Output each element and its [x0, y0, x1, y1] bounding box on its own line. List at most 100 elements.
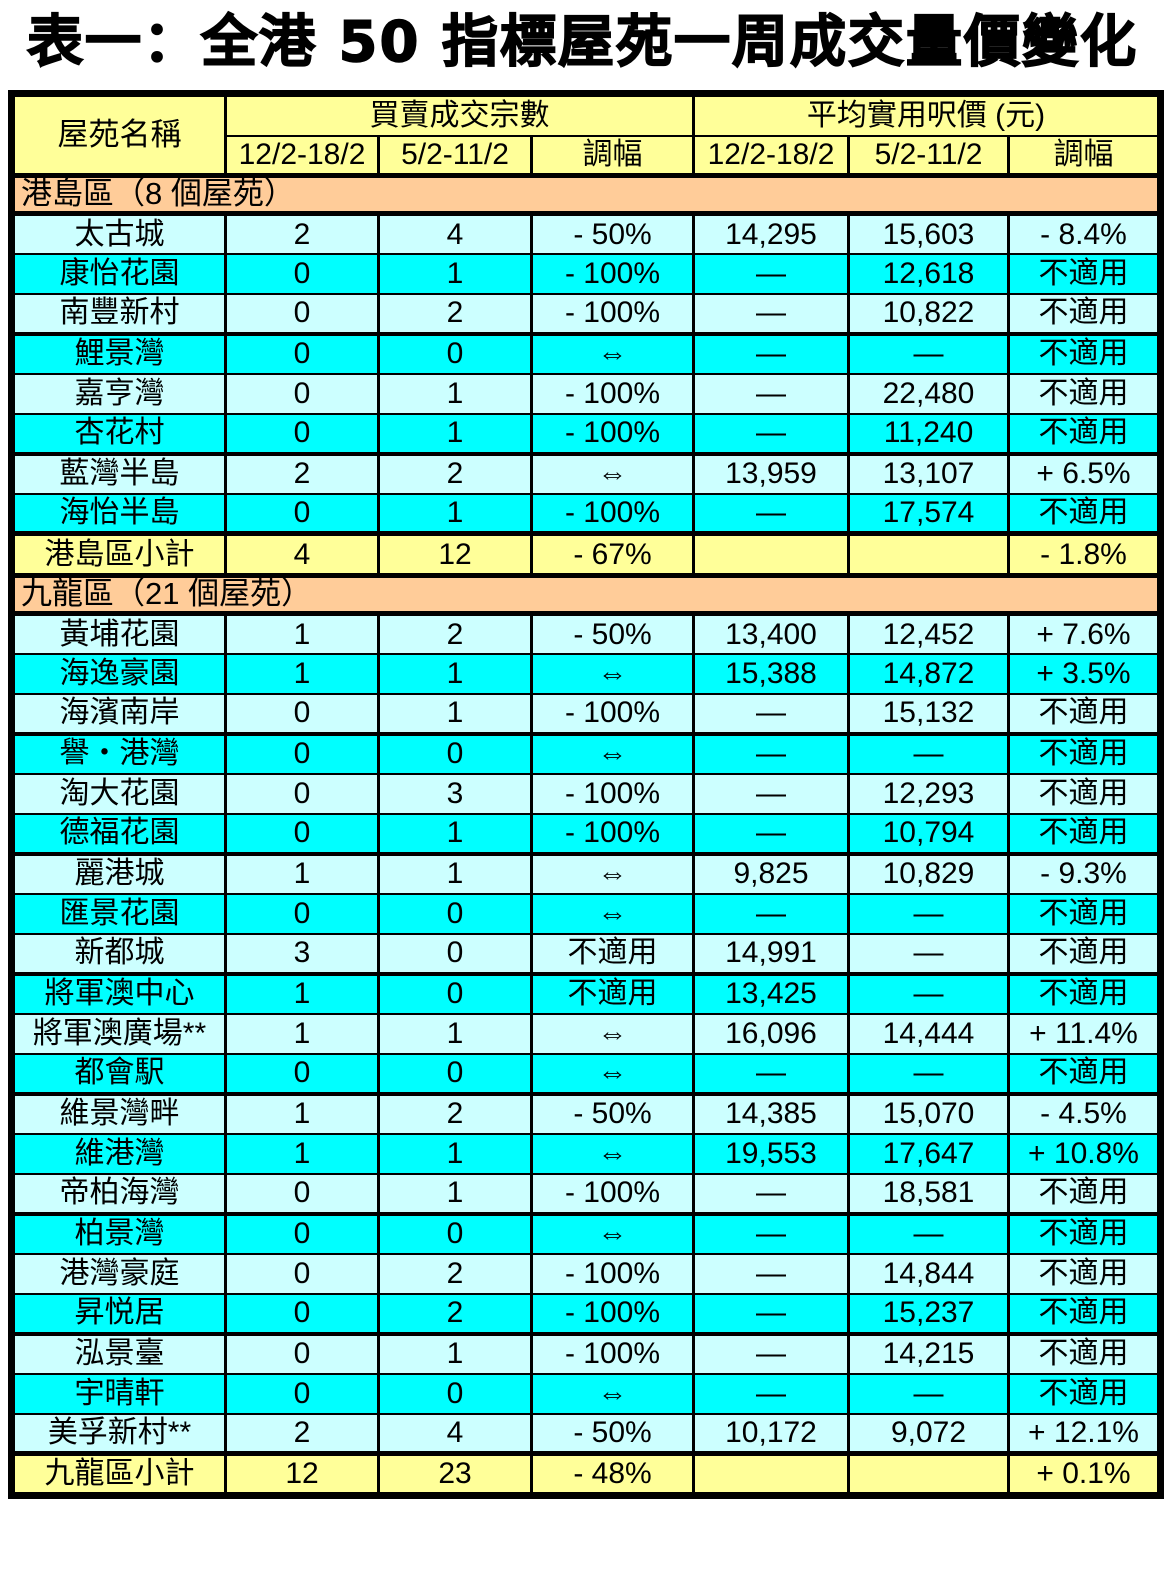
col-header-tx-change: 調幅 [530, 134, 695, 177]
estate-row: 德福花園 0 1- 100% —10,794 不適用 [10, 812, 1162, 855]
cell-tx-previous: 0 [377, 971, 533, 1015]
col-header-price-period-current: 12/2-18/2 [692, 134, 850, 177]
cell-price-change: 不適用 [1007, 1211, 1162, 1255]
estate-name-cell: 將軍澳中心 [10, 971, 227, 1015]
estate-name-cell: 維港灣 [10, 1132, 227, 1175]
cell-tx-change: ⇔ [530, 851, 695, 895]
section-label: 九龍區（21 個屋苑） [10, 573, 1162, 616]
cell-price-previous: 14,844 [847, 1252, 1010, 1295]
cell-tx-previous: 0 [377, 1052, 533, 1095]
cell-tx-previous: 0 [377, 331, 533, 375]
cell-tx-change: ⇔ [530, 1012, 695, 1055]
cell-price-change: 不適用 [1007, 1372, 1162, 1415]
estate-name-cell: 昇悦居 [10, 1292, 227, 1335]
estate-name-cell: 將軍澳廣場** [10, 1012, 227, 1055]
estate-row: 宇晴軒 0 0 ⇔ — — 不適用 [10, 1372, 1162, 1415]
subtotal-label: 港島區小計 [10, 531, 227, 578]
estate-row: 藍灣半島 2 2 ⇔ 13,959 13,107 + 6.5% [10, 451, 1162, 495]
cell-subtotal-price-change: + 0.1% [1007, 1451, 1162, 1498]
table-header: 屋苑名稱 買賣成交宗數 平均實用呎價 (元) 12/2-18/2 5/2-11/… [10, 92, 1162, 177]
cell-tx-change: - 100% [530, 252, 695, 295]
cell-tx-current: 1 [224, 612, 380, 655]
estate-name-cell: 藍灣半島 [10, 451, 227, 495]
cell-tx-current: 1 [224, 1132, 380, 1175]
header-period-row: 12/2-18/2 5/2-11/2 調幅 12/2-18/2 5/2-11/2… [12, 134, 1162, 177]
cell-tx-change: - 100% [530, 1172, 695, 1215]
cell-tx-current: 1 [224, 851, 380, 895]
cell-subtotal-price-current [692, 531, 850, 578]
cell-price-previous: 14,872 [847, 652, 1010, 695]
estate-row: 淘大花園 0 3- 100% —12,293 不適用 [10, 772, 1162, 815]
cell-price-previous: — [847, 971, 1010, 1015]
estate-name-cell: 海怡半島 [10, 492, 227, 535]
cell-tx-change: ⇔ [530, 731, 695, 775]
cell-price-previous: — [847, 1372, 1010, 1415]
estate-row: 黃埔花園 1 2- 50% 13,400 12,452 + 7.6% [10, 612, 1162, 655]
cell-price-previous: 10,794 [847, 812, 1010, 855]
cell-tx-change: - 50% [530, 1091, 695, 1135]
estate-row: 新都城 3 0 不適用 14,991— 不適用 [10, 932, 1162, 975]
cell-price-current: — [692, 1292, 850, 1335]
estate-row: 海濱南岸 0 1- 100% —15,132 不適用 [10, 692, 1162, 735]
estate-name-cell: 港灣豪庭 [10, 1252, 227, 1295]
cell-price-current: — [692, 892, 850, 935]
cell-price-current: — [692, 812, 850, 855]
cell-tx-change: - 100% [530, 412, 695, 455]
cell-price-change: 不適用 [1007, 812, 1162, 855]
cell-price-previous: — [847, 1052, 1010, 1095]
cell-tx-previous: 0 [377, 932, 533, 975]
cell-tx-previous: 1 [377, 1012, 533, 1055]
cell-tx-change: - 100% [530, 692, 695, 735]
cell-price-previous: 15,237 [847, 1292, 1010, 1335]
cell-price-previous: 12,452 [847, 612, 1010, 655]
cell-tx-previous: 1 [377, 252, 533, 295]
cell-tx-previous: 2 [377, 451, 533, 495]
cell-subtotal-tx-change: - 48% [530, 1451, 695, 1498]
cell-price-previous: 17,647 [847, 1132, 1010, 1175]
cell-price-change: 不適用 [1007, 1292, 1162, 1335]
estate-row: 海逸豪園 1 1 ⇔ 15,388 14,872 + 3.5% [10, 652, 1162, 695]
cell-tx-change: - 100% [530, 772, 695, 815]
cell-price-previous: 17,574 [847, 492, 1010, 535]
cell-tx-previous: 1 [377, 492, 533, 535]
cell-tx-previous: 4 [377, 212, 533, 255]
cell-price-current: — [692, 372, 850, 415]
section-header-row-1: 九龍區（21 個屋苑） [10, 573, 1162, 616]
cell-tx-current: 0 [224, 1211, 380, 1255]
estate-row: 將軍澳廣場** 1 1 ⇔ 16,096 14,444 + 11.4% [10, 1012, 1162, 1055]
estate-row: 海怡半島 0 1- 100% —17,574 不適用 [10, 492, 1162, 535]
cell-price-previous: — [847, 932, 1010, 975]
cell-price-current: 13,400 [692, 612, 850, 655]
cell-tx-change: - 50% [530, 212, 695, 255]
cell-subtotal-price-previous [847, 1451, 1010, 1498]
estate-name-cell: 嘉亨灣 [10, 372, 227, 415]
cell-price-change: - 4.5% [1007, 1091, 1162, 1135]
cell-price-previous: 13,107 [847, 451, 1010, 495]
cell-tx-current: 0 [224, 1331, 380, 1375]
estate-name-cell: 帝柏海灣 [10, 1172, 227, 1215]
estate-row: 美孚新村** 2 4- 50% 10,172 9,072 + 12.1% [10, 1412, 1162, 1455]
cell-tx-current: 0 [224, 1172, 380, 1215]
cell-price-previous: 15,603 [847, 212, 1010, 255]
cell-tx-previous: 1 [377, 652, 533, 695]
header-group-row: 屋苑名稱 買賣成交宗數 平均實用呎價 (元) [10, 92, 1162, 177]
cell-tx-change: ⇔ [530, 451, 695, 495]
cell-tx-current: 0 [224, 1252, 380, 1295]
cell-price-previous: 22,480 [847, 372, 1010, 415]
cell-tx-previous: 0 [377, 892, 533, 935]
cell-price-change: + 12.1% [1007, 1412, 1162, 1455]
cell-tx-change: ⇔ [530, 1132, 695, 1175]
cell-tx-current: 0 [224, 331, 380, 375]
estate-row: 康怡花園 0 1- 100% —12,618 不適用 [10, 252, 1162, 295]
cell-price-change: 不適用 [1007, 971, 1162, 1015]
cell-tx-change: 不適用 [530, 932, 695, 975]
cell-tx-current: 0 [224, 1052, 380, 1095]
cell-price-previous: 10,822 [847, 292, 1010, 335]
estate-name-cell: 都會駅 [10, 1052, 227, 1095]
cell-tx-change: ⇔ [530, 652, 695, 695]
estate-name-cell: 匯景花園 [10, 892, 227, 935]
cell-subtotal-price-current [692, 1451, 850, 1498]
table-body: 港島區（8 個屋苑） 太古城 2 4- 50% 14,295 15,603- 8.4% 康怡… [10, 173, 1162, 1498]
estate-name-cell: 譽・港灣 [10, 731, 227, 775]
